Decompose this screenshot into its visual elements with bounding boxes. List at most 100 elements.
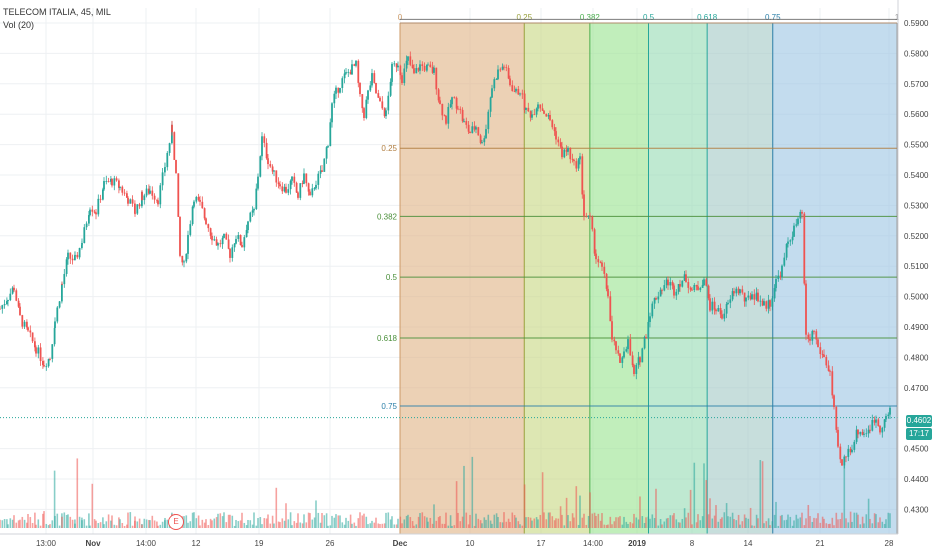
volume-bar xyxy=(579,495,581,528)
candles-layer xyxy=(0,51,891,469)
symbol-legend[interactable]: TELECOM ITALIA, 45, MIL xyxy=(3,7,111,17)
time-axis-label: 2019 xyxy=(628,539,646,548)
volume-bar xyxy=(97,523,100,528)
volume-bar xyxy=(219,513,222,528)
bar-countdown-badge: 17:17 xyxy=(906,428,932,440)
candle-body xyxy=(39,347,42,362)
volume-bar xyxy=(557,518,560,528)
volume-bar xyxy=(489,520,492,528)
time-axis-label: 14:00 xyxy=(136,539,157,548)
volume-bar xyxy=(543,512,545,528)
candle-body xyxy=(479,135,482,143)
candle-body xyxy=(693,285,696,291)
volume-bar xyxy=(649,518,651,528)
candle-body xyxy=(313,188,316,190)
volume-layer xyxy=(0,456,891,528)
candle-body xyxy=(451,97,453,105)
volume-bar xyxy=(471,456,474,528)
candle-body xyxy=(525,107,527,110)
candle-body xyxy=(213,239,216,241)
candle-body xyxy=(659,289,662,297)
volume-bar xyxy=(631,523,634,528)
candle-body xyxy=(0,308,1,310)
candle-body xyxy=(217,243,219,246)
volume-bar xyxy=(777,525,780,528)
volume-bar xyxy=(469,514,471,528)
volume-bar xyxy=(615,517,617,528)
volume-bar xyxy=(771,521,774,528)
candle-body xyxy=(351,64,353,75)
candle-body xyxy=(19,306,21,316)
volume-bar xyxy=(343,524,346,528)
volume-bar xyxy=(477,518,480,528)
candle-body xyxy=(559,142,562,147)
volume-bar xyxy=(419,513,421,528)
candle-body xyxy=(853,441,856,450)
earnings-marker-icon[interactable]: E xyxy=(168,514,184,530)
candle-body xyxy=(111,178,113,186)
candle-body xyxy=(635,364,638,375)
candle-body xyxy=(581,156,584,195)
candle-body xyxy=(307,183,310,192)
candle-body xyxy=(141,191,143,201)
volume-bar xyxy=(583,513,585,528)
candle-body xyxy=(729,299,732,303)
volume-bar xyxy=(517,521,520,528)
volume-bar xyxy=(34,512,36,528)
candle-body xyxy=(825,357,828,366)
candle-body xyxy=(865,433,868,435)
price-axis-label: 0.4800 xyxy=(904,353,929,362)
volume-bar xyxy=(138,518,141,528)
candle-body xyxy=(817,339,819,348)
volume-bar xyxy=(531,520,533,528)
candle-body xyxy=(667,279,669,286)
volume-bar xyxy=(429,517,432,528)
volume-bar xyxy=(126,524,128,528)
volume-legend[interactable]: Vol (20) xyxy=(3,20,35,30)
volume-bar xyxy=(639,496,641,528)
volume-bar xyxy=(865,514,868,528)
volume-bar xyxy=(545,519,548,528)
volume-bar xyxy=(199,525,201,528)
candle-body xyxy=(565,149,568,152)
candle-body xyxy=(493,79,496,89)
candle-body xyxy=(275,170,278,183)
volume-bar xyxy=(525,517,527,528)
volume-bar xyxy=(249,520,252,528)
candle-body xyxy=(47,358,50,367)
fib-level-label: 0.382 xyxy=(377,212,398,221)
volume-bar xyxy=(185,515,188,528)
volume-bar xyxy=(148,519,150,528)
volume-bar xyxy=(809,516,811,528)
candle-body xyxy=(113,178,116,186)
candle-body xyxy=(415,68,418,74)
candle-body xyxy=(339,88,341,93)
volume-bar xyxy=(739,524,741,528)
candle-body xyxy=(207,224,210,229)
candle-body xyxy=(171,124,173,133)
volume-bar xyxy=(499,522,502,528)
candle-body xyxy=(265,142,268,159)
volume-bar xyxy=(813,517,815,528)
candle-body xyxy=(347,71,350,73)
candle-body xyxy=(705,279,708,286)
volume-bar xyxy=(815,518,818,528)
volume-bar xyxy=(727,516,729,528)
volume-bar xyxy=(775,501,777,528)
volume-bar xyxy=(331,515,333,528)
volume-bar xyxy=(713,515,716,528)
candle-body xyxy=(69,252,72,259)
candle-body xyxy=(561,146,563,158)
candle-body xyxy=(93,211,96,213)
candle-body xyxy=(527,107,530,112)
volume-bar xyxy=(783,520,786,528)
volume-bar xyxy=(693,462,696,528)
candle-body xyxy=(875,419,877,423)
candle-body xyxy=(655,298,657,300)
volume-bar xyxy=(481,523,483,528)
candle-body xyxy=(579,156,581,160)
volume-bar xyxy=(871,523,874,528)
volume-bar xyxy=(359,512,361,528)
